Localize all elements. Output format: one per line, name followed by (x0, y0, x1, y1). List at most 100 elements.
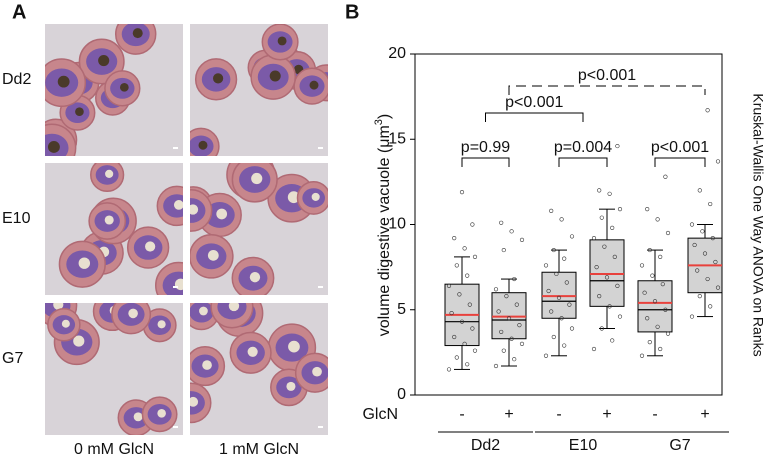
micrograph (45, 303, 183, 435)
vacuole (105, 169, 114, 179)
y-axis-label: volume digestive vacuole (μm3) (373, 114, 393, 337)
data-point (617, 207, 623, 212)
data-point (617, 314, 623, 319)
vacuole (309, 80, 319, 90)
vacuole (157, 409, 166, 418)
data-point (695, 268, 700, 273)
data-point (567, 302, 572, 307)
data-point (650, 273, 655, 278)
x-axis-label: GlcN (362, 406, 398, 423)
data-point (509, 336, 514, 341)
data-point (610, 225, 615, 231)
data-point (549, 309, 554, 314)
data-point (689, 222, 695, 227)
significance-bracket (654, 157, 706, 167)
row-label: Dd2 (2, 71, 31, 88)
data-point (702, 251, 708, 256)
y-label-sup: 3 (373, 119, 385, 125)
data-point (692, 242, 697, 248)
scale-bar (173, 426, 178, 428)
p-value: p=0.99 (461, 139, 510, 156)
data-point (705, 276, 710, 282)
data-point (519, 237, 525, 242)
data-point (454, 263, 459, 268)
column-label: 0 mM GlcN (74, 441, 154, 458)
significance-bracket (508, 85, 706, 95)
data-point (472, 254, 478, 259)
box (637, 280, 673, 333)
data-point (559, 217, 564, 222)
data-point (551, 334, 556, 340)
data-point (551, 247, 556, 253)
scale-bar (318, 286, 323, 288)
data-point (607, 304, 612, 309)
vacuole (78, 257, 91, 269)
p-value: p<0.001 (505, 94, 563, 111)
data-point (562, 343, 567, 348)
vacuole (61, 319, 70, 328)
data-point (652, 299, 658, 304)
vacuole (277, 36, 287, 46)
vacuole (249, 271, 261, 283)
vacuole (251, 172, 263, 185)
data-point (452, 334, 457, 340)
column-label: 1 mM GlcN (219, 441, 299, 458)
vacuole (312, 366, 322, 377)
y-label-part: ) (376, 114, 393, 119)
significance-bracket (485, 112, 584, 122)
data-point (459, 190, 465, 195)
data-point (546, 288, 551, 294)
treatment-label: + (700, 406, 709, 423)
parasite (217, 303, 247, 320)
panel-label: B (345, 1, 359, 23)
data-point (457, 292, 462, 297)
treatment-label: + (504, 406, 513, 423)
vacuole (269, 70, 281, 82)
data-point (504, 294, 509, 299)
data-point (499, 329, 504, 335)
data-point (639, 263, 645, 268)
data-point (501, 348, 506, 353)
data-point (615, 283, 620, 288)
micrograph (45, 24, 183, 156)
data-point (467, 302, 472, 307)
panel-label: A (12, 1, 26, 23)
data-point (658, 346, 663, 352)
data-point (708, 304, 713, 309)
data-point (645, 207, 650, 212)
row-label: E10 (2, 210, 31, 227)
data-point (715, 159, 721, 164)
scale-bar (173, 147, 178, 149)
treatment-label: - (652, 406, 657, 423)
data-point (663, 307, 668, 312)
vacuole (216, 208, 228, 220)
vacuole (119, 82, 129, 92)
micrographs (45, 24, 328, 435)
data-point (509, 229, 514, 234)
data-point (470, 326, 475, 331)
data-point (708, 201, 713, 207)
data-point (645, 316, 650, 321)
micrograph (190, 24, 328, 156)
treatment-label: - (556, 406, 561, 423)
data-point (501, 247, 506, 253)
data-point (660, 282, 665, 287)
data-point (493, 363, 499, 369)
data-point (470, 222, 475, 227)
data-point (564, 280, 569, 285)
data-point (559, 316, 564, 321)
vacuole (157, 320, 166, 329)
vacuole (228, 303, 240, 312)
vacuole (287, 191, 300, 204)
y-tick-label: 15 (388, 130, 406, 147)
scale-bar (318, 147, 323, 149)
significance-bracket (558, 157, 608, 167)
data-point (512, 357, 517, 362)
data-point (569, 234, 575, 239)
data-point (454, 355, 459, 360)
vacuole (73, 335, 85, 347)
data-point (597, 294, 602, 299)
side-label: Kruskal-Wallis One Way ANOVA on Ranks (750, 93, 766, 356)
data-point (462, 341, 467, 346)
